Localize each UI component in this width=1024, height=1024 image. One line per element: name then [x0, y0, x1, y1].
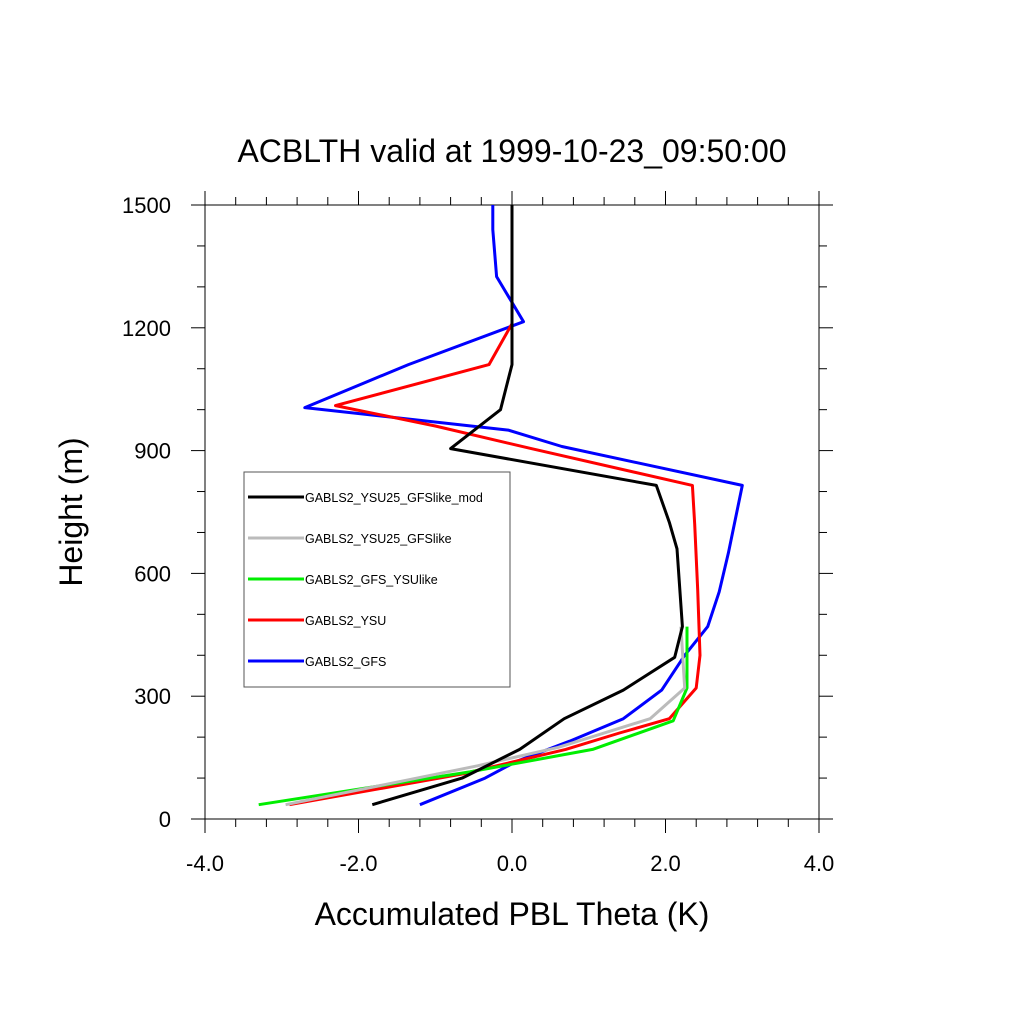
series-line-gabls2-ysu25-gfslike-mod — [371, 205, 684, 807]
series-lines — [258, 205, 744, 807]
y-tick-label: 900 — [134, 439, 171, 464]
x-tick-label: -4.0 — [186, 851, 224, 876]
x-tick-label: -2.0 — [340, 851, 378, 876]
chart-title: ACBLTH valid at 1999-10-23_09:50:00 — [237, 133, 786, 169]
legend-label: GABLS2_YSU25_GFSlike — [305, 532, 452, 546]
x-tick-label: 0.0 — [497, 851, 528, 876]
axis-ticks — [191, 191, 833, 833]
x-tick-label: 4.0 — [804, 851, 835, 876]
legend-label: GABLS2_YSU25_GFSlike_mod — [305, 491, 483, 505]
legend-label: GABLS2_GFS — [305, 655, 386, 669]
y-tick-labels: 0 300 600 900 1200 1500 — [122, 193, 171, 832]
y-tick-label: 0 — [159, 807, 171, 832]
series-line-gabls2-gfs-ysulike — [258, 626, 689, 807]
series-line-gabls2-gfs — [303, 205, 744, 807]
y-tick-label: 600 — [134, 561, 171, 586]
legend-label: GABLS2_YSU — [305, 614, 386, 628]
y-tick-label: 1200 — [122, 316, 171, 341]
legend: GABLS2_YSU25_GFSlike_mod GABLS2_YSU25_GFS… — [243, 471, 511, 688]
series-line-gabls2-ysu — [289, 205, 702, 807]
y-axis-label: Height (m) — [53, 437, 89, 586]
y-tick-label: 1500 — [122, 193, 171, 218]
series-line-gabls2-ysu25-gfslike — [285, 626, 687, 807]
y-tick-label: 300 — [134, 684, 171, 709]
x-tick-labels: -4.0 -2.0 0.0 2.0 4.0 — [186, 851, 834, 876]
legend-label: GABLS2_GFS_YSUlike — [305, 573, 438, 587]
x-axis-label: Accumulated PBL Theta (K) — [315, 896, 710, 932]
x-tick-label: 2.0 — [650, 851, 681, 876]
